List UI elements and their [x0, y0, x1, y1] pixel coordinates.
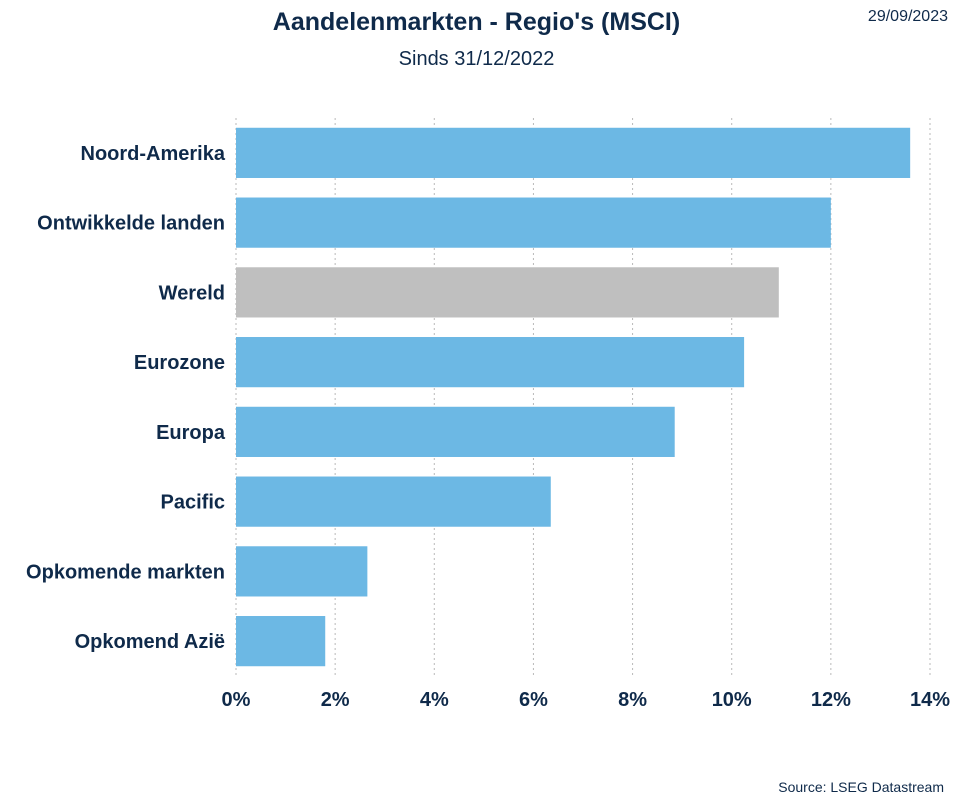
- category-label: Opkomend Azië: [75, 631, 225, 653]
- x-axis-tick-labels: 0% 2% 4% 6% 8% 10% 12% 14%: [222, 689, 951, 711]
- bar: [236, 197, 831, 248]
- source-note: Source: LSEG Datastream: [778, 779, 944, 795]
- x-tick-label: 2%: [321, 689, 350, 711]
- chart-subtitle: Sinds 31/12/2022: [398, 48, 555, 70]
- bars: [236, 127, 911, 667]
- x-tick-label: 10%: [712, 689, 752, 711]
- category-labels: Noord-Amerika Ontwikkelde landen Wereld Eur…: [26, 143, 226, 653]
- x-tick-label: 6%: [519, 689, 548, 711]
- x-tick-label: 12%: [811, 689, 851, 711]
- chart-title: Aandelenmarkten - Regio's (MSCI): [272, 8, 681, 36]
- bar: [236, 406, 675, 457]
- category-label: Wereld: [159, 282, 225, 304]
- chart-date: 29/09/2023: [867, 8, 948, 25]
- category-label: Noord-Amerika: [81, 143, 226, 165]
- category-label: Eurozone: [134, 352, 225, 374]
- category-label: Ontwikkelde landen: [37, 213, 225, 235]
- bar: [236, 267, 779, 318]
- bar: [236, 476, 551, 527]
- bar: [236, 337, 745, 388]
- x-tick-label: 0%: [222, 689, 251, 711]
- x-tick-label: 14%: [910, 689, 950, 711]
- bar: [236, 127, 911, 178]
- category-label: Europa: [156, 422, 226, 444]
- x-tick-label: 8%: [618, 689, 647, 711]
- category-label: Pacific: [161, 492, 225, 514]
- bar: [236, 616, 326, 667]
- category-label: Opkomende markten: [26, 561, 225, 583]
- bar: [236, 546, 368, 597]
- x-tick-label: 4%: [420, 689, 449, 711]
